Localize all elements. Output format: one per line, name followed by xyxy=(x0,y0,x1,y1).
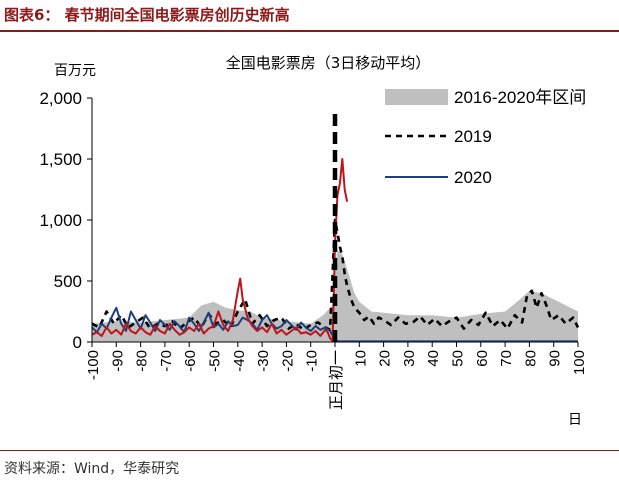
x-axis-label: 日 xyxy=(568,412,582,428)
x-tick-label: 40 xyxy=(425,350,442,367)
chart-title: 全国电影票房（3日移动平均） xyxy=(226,54,431,72)
x-tick-label: 100 xyxy=(571,350,588,375)
x-tick-label: -10 xyxy=(304,350,321,372)
x-tick-label: 正月初一 xyxy=(328,350,345,410)
figure-footer: 资料来源：Wind，华泰研究 xyxy=(0,446,619,480)
x-tick-label: 30 xyxy=(401,350,418,367)
x-tick-label: 50 xyxy=(450,350,467,367)
x-tick-label: -40 xyxy=(231,350,248,372)
box-office-chart: 0 500 1,000 1,500 2,000 -100 -90 -80 -70 -60 -50 -4… xyxy=(39,54,588,428)
figure-title: 图表6： 春节期间全国电影票房创历史新高 xyxy=(4,6,290,24)
x-tick-label: -90 xyxy=(109,350,126,372)
x-tick-label: 60 xyxy=(474,350,491,367)
x-tick-label: 80 xyxy=(522,350,539,367)
axis-layer: 0 500 1,000 1,500 2,000 -100 -90 -80 -70 -60 -50 -4… xyxy=(39,89,588,410)
legend-label: 2016-2020年区间 xyxy=(454,88,586,107)
x-tick-label: -20 xyxy=(279,350,296,372)
legend-label: 2020 xyxy=(454,168,492,187)
x-tick-label: 20 xyxy=(377,350,394,367)
x-tick-label: -60 xyxy=(182,350,199,372)
x-tick-label: 90 xyxy=(547,350,564,367)
y-tick-label: 500 xyxy=(54,272,82,291)
y-tick-label: 1,500 xyxy=(39,150,82,169)
x-tick-label: -100 xyxy=(85,350,102,380)
x-tick-label: -30 xyxy=(255,350,272,372)
y-tick-label: 2,000 xyxy=(39,89,82,108)
title-divider xyxy=(0,30,619,32)
y-tick-label: 1,000 xyxy=(39,211,82,230)
x-tick-label: -80 xyxy=(134,350,151,372)
y-axis-label: 百万元 xyxy=(54,63,96,79)
x-tick-label: 70 xyxy=(498,350,515,367)
x-tick-label: -50 xyxy=(207,350,224,372)
series-line-2021 xyxy=(91,158,349,342)
legend: 2016-2020年区间 2019 2020 xyxy=(385,88,586,187)
legend-swatch-band xyxy=(385,89,448,105)
x-tick-label: -70 xyxy=(158,350,175,372)
series-line-2019 xyxy=(91,218,580,332)
source-note: 资料来源：Wind，华泰研究 xyxy=(4,461,180,477)
footer-divider xyxy=(0,450,619,451)
x-tick-label: 10 xyxy=(352,350,369,367)
series-layer xyxy=(91,114,580,343)
legend-label: 2019 xyxy=(454,127,492,146)
figure-header: 图表6： 春节期间全国电影票房创历史新高 xyxy=(0,0,619,32)
y-tick-label: 0 xyxy=(73,333,82,352)
